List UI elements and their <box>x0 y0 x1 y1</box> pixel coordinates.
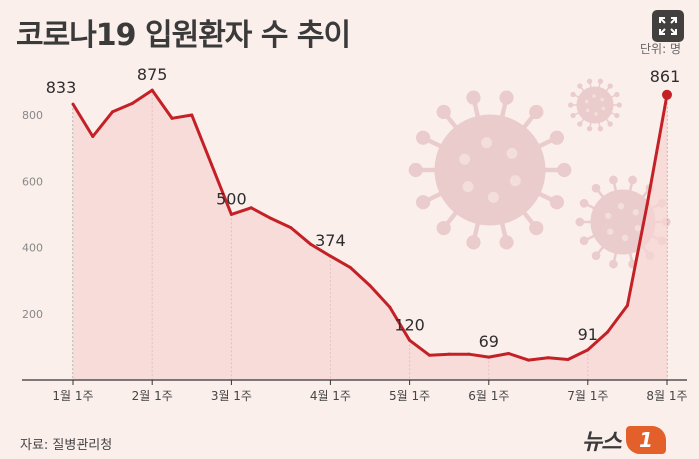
expand-button[interactable] <box>652 10 684 42</box>
data-point <box>507 352 511 355</box>
series-area <box>73 90 667 380</box>
data-point <box>91 135 95 139</box>
data-point <box>467 352 471 356</box>
data-point <box>150 88 154 92</box>
logo-badge: 1 <box>626 426 666 454</box>
data-point <box>289 226 293 230</box>
data-point <box>625 303 629 307</box>
data-point <box>546 356 550 360</box>
virus-icon <box>575 175 671 269</box>
data-point <box>526 358 530 362</box>
data-point <box>229 212 233 216</box>
data-point <box>447 352 451 356</box>
logo-text: 뉴스 <box>582 430 621 455</box>
data-label: 500 <box>216 189 247 208</box>
data-point <box>606 330 610 334</box>
data-point <box>388 305 392 309</box>
data-labels: 833 875 500 374 120 69 91 861 <box>46 65 681 351</box>
x-tick-label: 6월 1주 <box>468 389 509 403</box>
chart-title: 코로나19 입원환자 수 추이 <box>16 18 351 53</box>
y-tick-label: 200 <box>22 308 43 321</box>
x-tick-label: 8월 1주 <box>646 389 687 403</box>
y-tick-label: 400 <box>22 242 43 255</box>
x-tick-label: 1월 1주 <box>52 389 93 403</box>
y-tick-label: 800 <box>22 109 43 122</box>
x-tick-label: 3월 1주 <box>211 389 252 403</box>
x-axis: 1월 1주 2월 1주 3월 1주 4월 1주 5월 1주 6월 1주 7월 1주 8월 1주 <box>22 379 688 403</box>
data-point <box>249 206 253 210</box>
data-point <box>210 163 214 167</box>
virus-icon <box>568 78 622 132</box>
data-label: 875 <box>137 65 168 84</box>
y-axis: 200 400 600 800 <box>22 109 43 321</box>
x-tick-label: 5월 1주 <box>389 389 430 403</box>
last-point-marker <box>662 89 672 100</box>
x-tick-label: 7월 1주 <box>567 389 608 403</box>
data-point <box>487 355 491 359</box>
data-label: 833 <box>46 78 77 97</box>
data-point <box>309 242 313 246</box>
data-point <box>368 284 372 288</box>
virus-icon <box>408 90 572 250</box>
data-point <box>71 102 75 106</box>
data-label: 91 <box>578 325 598 344</box>
data-point <box>586 348 590 352</box>
data-point <box>190 113 194 117</box>
data-label: 69 <box>479 332 499 351</box>
data-label: 120 <box>394 315 425 334</box>
data-label: 374 <box>315 231 346 250</box>
x-tick-label: 4월 1주 <box>310 389 351 403</box>
data-point <box>130 101 134 105</box>
data-point <box>645 202 649 206</box>
data-point <box>111 110 115 114</box>
x-tick-label: 2월 1주 <box>132 389 173 403</box>
data-point <box>328 254 332 258</box>
data-point <box>170 116 174 120</box>
data-point <box>427 353 431 357</box>
source-note: 자료: 질병관리청 <box>20 438 113 453</box>
data-point <box>566 357 570 361</box>
data-point <box>269 216 273 220</box>
data-points <box>71 88 669 362</box>
unit-label: 단위: 명 <box>640 42 681 56</box>
data-point <box>408 338 412 342</box>
y-tick-label: 600 <box>22 175 43 188</box>
data-label: 861 <box>650 67 681 86</box>
data-point <box>348 265 352 269</box>
expand-icon <box>659 17 677 35</box>
virus-decoration <box>408 78 671 269</box>
